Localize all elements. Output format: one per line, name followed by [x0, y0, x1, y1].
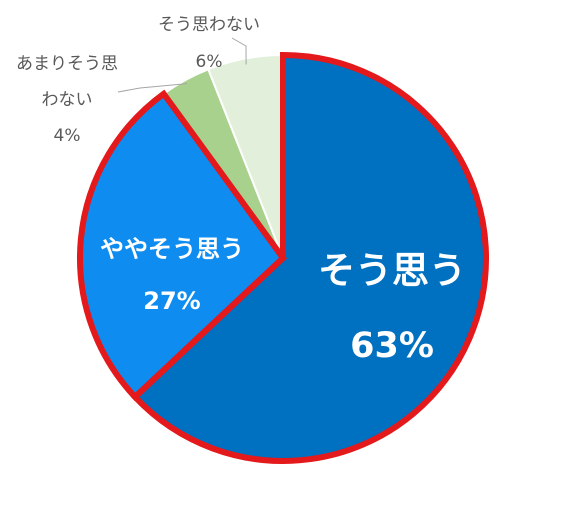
- slice-label-sou-omou: そう思う: [318, 249, 466, 292]
- slice-value-yaya-sou-omou: 27%: [143, 287, 200, 315]
- slice-labels: そう思う 63% ややそう思う 27% あまりそう思 わない 4% そう思わない…: [16, 15, 466, 366]
- slice-label-sou-omowanai: そう思わない: [158, 15, 260, 35]
- leader-lines: [117, 37, 247, 93]
- leader-line-amari: [117, 83, 188, 93]
- slice-label-amari-line2: わない: [42, 90, 93, 110]
- highlight-outline-1: [77, 89, 287, 402]
- pie-slices: [79, 53, 488, 462]
- highlight-outline-0: [130, 51, 490, 464]
- highlight-outline: [77, 51, 490, 464]
- slice-value-sou-omowanai: 6%: [196, 52, 223, 72]
- slice-value-sou-omou: 63%: [350, 326, 434, 366]
- leader-line-sou-omowanai: [231, 37, 247, 65]
- slice-label-amari-line1: あまりそう思: [16, 54, 118, 74]
- slice-label-yaya-sou-omou: ややそう思う: [100, 235, 244, 263]
- slice-value-amari: 4%: [54, 126, 81, 146]
